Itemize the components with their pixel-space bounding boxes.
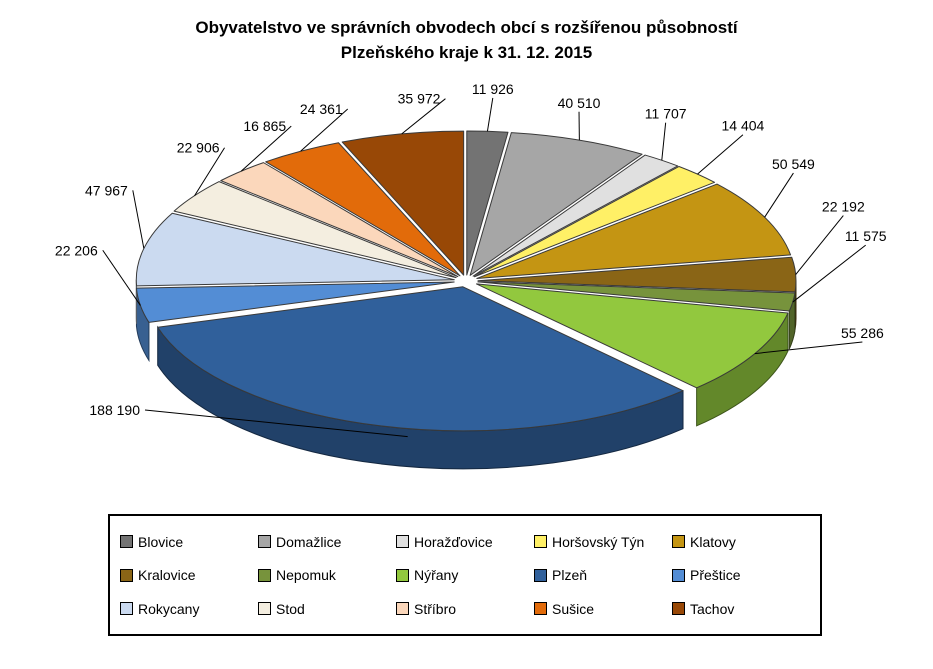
legend-item-Horažďovice: Horažďovice — [396, 534, 534, 550]
pie-slice-Domažlice — [469, 132, 643, 276]
data-label-Sušice: 24 361 — [300, 101, 343, 117]
legend-label-Plzeň: Plzeň — [552, 567, 588, 583]
label-leader-Klatovy — [764, 172, 794, 218]
label-leader-Blovice — [486, 97, 494, 132]
legend-label-Stod: Stod — [276, 600, 305, 617]
legend-swatch-Blovice — [120, 535, 133, 548]
legend-item-Nepomuk: Nepomuk — [258, 567, 396, 583]
legend-swatch-Rokycany — [120, 602, 133, 615]
legend-swatch-Domažlice — [258, 535, 271, 548]
legend-swatch-Horšovský Týn — [534, 535, 547, 548]
legend-label-Sušice: Sušice — [552, 600, 595, 617]
label-leader-Stříbro — [240, 125, 292, 172]
legend-item-Blovice: Blovice — [120, 534, 258, 550]
legend-swatch-Kralovice — [120, 568, 133, 582]
legend-label-Přeštice: Přeštice — [690, 567, 741, 583]
legend-item-Rokycany: Rokycany — [120, 601, 258, 617]
legend-item-Plzeň: Plzeň — [534, 567, 672, 583]
pie-slice-Plzeň — [157, 286, 684, 432]
chart-title-line1: Obyvatelstvo ve správních obvodech obcí … — [195, 18, 738, 37]
label-leader-Nepomuk — [792, 244, 867, 303]
legend-label-Klatovy: Klatovy — [690, 533, 736, 550]
legend-label-Kralovice: Kralovice — [138, 567, 196, 583]
data-label-Rokycany: 47 967 — [85, 182, 128, 198]
legend-label-Blovice: Blovice — [138, 533, 184, 550]
legend-item-Sušice: Sušice — [534, 601, 672, 617]
legend-item-Stod: Stod — [258, 601, 396, 617]
legend-label-Rokycany: Rokycany — [138, 600, 200, 617]
legend-item-Domažlice: Domažlice — [258, 534, 396, 550]
pie-slice-Tachov — [341, 130, 465, 276]
label-leader-Nýřany — [754, 341, 863, 355]
legend-item-Kralovice: Kralovice — [120, 567, 258, 583]
pie-slice-Blovice — [466, 130, 509, 276]
label-leader-Rokycany — [132, 190, 145, 249]
data-label-Horšovský Týn: 14 404 — [722, 118, 765, 134]
pie-slice-Stod — [173, 181, 457, 279]
data-label-Plzeň: 188 190 — [89, 402, 140, 418]
data-label-Klatovy: 50 549 — [772, 156, 815, 172]
data-label-Kralovice: 22 192 — [822, 199, 865, 215]
legend-item-Nýřany: Nýřany — [396, 567, 534, 583]
data-label-Horažďovice: 11 707 — [645, 106, 687, 122]
legend-label-Tachov: Tachov — [690, 600, 735, 617]
pie-slice-Nýřany — [476, 283, 789, 389]
data-label-Nepomuk: 11 575 — [845, 228, 887, 244]
label-leader-Horažďovice — [661, 122, 667, 161]
label-leader-Sušice — [300, 108, 349, 152]
legend-swatch-Tachov — [672, 602, 685, 615]
legend-item-Stříbro: Stříbro — [396, 601, 534, 617]
data-label-Nýřany: 55 286 — [841, 325, 884, 341]
legend-label-Domažlice: Domažlice — [276, 533, 342, 550]
legend-swatch-Stod — [258, 602, 271, 615]
legend-item-Horšovský Týn: Horšovský Týn — [534, 534, 672, 550]
legend-swatch-Přeštice — [672, 568, 685, 582]
legend-swatch-Sušice — [534, 602, 547, 615]
legend-item-Přeštice: Přeštice — [672, 567, 810, 583]
label-leader-Horšovský Týn — [697, 134, 744, 175]
legend-swatch-Stříbro — [396, 602, 409, 615]
pie-slice-Kralovice — [477, 256, 797, 293]
chart-legend: Blovice Domažlice Horažďovice Horšovský Týn… — [108, 514, 822, 636]
legend-label-Stříbro: Stříbro — [414, 600, 457, 617]
pie-slice-Sušice — [265, 142, 461, 277]
label-leader-Plzeň — [144, 409, 408, 438]
chart-title-line2: Plzeňského kraje k 31. 12. 2015 — [340, 42, 593, 62]
legend-swatch-Nepomuk — [258, 568, 271, 582]
legend-swatch-Plzeň — [534, 568, 547, 582]
data-label-Přeštice: 22 206 — [55, 242, 98, 258]
legend-label-Nýřany: Nýřany — [414, 567, 459, 583]
legend-label-Nepomuk: Nepomuk — [276, 567, 336, 583]
legend-label-Horažďovice: Horažďovice — [414, 533, 493, 550]
data-label-Stod: 22 906 — [177, 140, 220, 156]
legend-swatch-Klatovy — [672, 535, 685, 548]
pie-slice-Rokycany — [135, 212, 455, 287]
pie-chart-svg: 11 926 40 510 11 707 14 404 50 549 22 192 11 5… — [55, 81, 887, 470]
data-label-Blovice: 11 926 — [472, 81, 514, 97]
label-leader-Tachov — [401, 98, 446, 135]
legend-swatch-Horažďovice — [396, 535, 409, 548]
data-label-Stříbro: 16 865 — [243, 118, 286, 134]
data-label-Tachov: 35 972 — [398, 91, 441, 107]
legend-item-Klatovy: Klatovy — [672, 534, 810, 550]
data-label-Domažlice: 40 510 — [558, 95, 601, 111]
legend-swatch-Nýřany — [396, 568, 409, 582]
pie-slice-Nepomuk — [477, 281, 796, 312]
label-leader-Přeštice — [102, 249, 141, 306]
legend-label-Horšovský Týn: Horšovský Týn — [552, 533, 645, 550]
chart-title: Obyvatelstvo ve správních obvodech obcí … — [0, 16, 933, 65]
label-leader-Stod — [194, 147, 225, 196]
legend-item-Tachov: Tachov — [672, 601, 810, 617]
pie-slice-Horažďovice — [472, 154, 679, 277]
label-leader-Kralovice — [795, 215, 844, 275]
